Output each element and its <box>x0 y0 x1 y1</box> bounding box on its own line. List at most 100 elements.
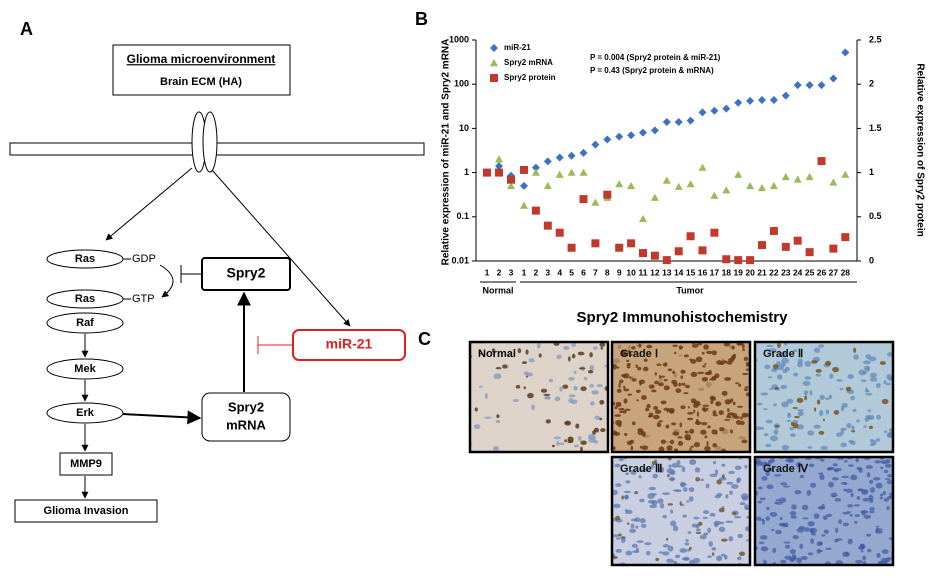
nucleus <box>884 463 892 468</box>
nucleus <box>662 492 671 496</box>
y-axis-label: Relative expression of miR-21 and Spry2 … <box>441 39 452 266</box>
environment-title: Glioma microenvironment <box>127 52 276 66</box>
nucleus <box>867 548 872 553</box>
stain <box>695 418 699 424</box>
nucleus <box>714 495 721 499</box>
nucleus <box>850 440 856 446</box>
point <box>520 201 528 209</box>
panel-label: A <box>20 19 33 39</box>
stain <box>564 439 568 443</box>
nucleus <box>493 373 502 380</box>
group-label: Tumor <box>676 285 704 295</box>
nucleus <box>840 427 847 431</box>
node-label: Spry2 <box>228 399 264 414</box>
ihc-title: Spry2 Immunohistochemistry <box>577 309 789 326</box>
stain <box>502 364 508 369</box>
stain <box>543 393 551 397</box>
nucleus <box>797 408 804 412</box>
stain <box>815 368 822 373</box>
nucleus <box>713 460 717 465</box>
panel-label: C <box>418 329 431 349</box>
nucleus <box>786 419 792 422</box>
stain <box>740 420 745 426</box>
nucleus <box>676 460 681 465</box>
stain <box>724 377 732 381</box>
stain <box>688 546 692 550</box>
nucleus <box>756 402 763 406</box>
nucleus <box>815 373 822 377</box>
receptor <box>202 111 218 173</box>
point <box>781 91 790 100</box>
stain <box>668 407 675 414</box>
point <box>722 186 731 194</box>
nucleus <box>674 554 681 559</box>
x-tick-label: 11 <box>639 267 648 277</box>
stain <box>716 479 722 485</box>
ihc-label: Normal <box>478 348 516 360</box>
point <box>543 221 552 230</box>
stain <box>474 407 478 412</box>
ihc-label: Grade Ⅳ <box>763 463 809 475</box>
stain <box>720 538 728 542</box>
nucleus <box>686 500 690 503</box>
stain <box>637 428 644 432</box>
point <box>841 233 850 242</box>
stain <box>879 361 887 365</box>
nucleus <box>702 516 708 520</box>
environment-box <box>112 44 291 96</box>
nucleus <box>668 464 672 468</box>
nucleus <box>662 551 670 556</box>
x-tick-label: 27 <box>829 267 839 277</box>
stain <box>813 407 817 412</box>
stain <box>658 420 663 423</box>
stain <box>600 428 606 433</box>
point <box>495 168 503 177</box>
stain <box>621 495 624 500</box>
stain <box>707 425 711 429</box>
nucleus <box>860 379 867 383</box>
stain <box>622 409 627 414</box>
stain <box>616 366 620 369</box>
nucleus <box>729 490 733 495</box>
point <box>722 104 731 113</box>
nucleus <box>861 510 866 516</box>
nucleus <box>728 536 734 542</box>
nucleus <box>866 533 871 537</box>
stain <box>735 382 740 385</box>
point <box>829 74 838 83</box>
nucleus <box>672 525 679 532</box>
panel-label: B <box>415 9 428 29</box>
stain <box>701 407 706 411</box>
nucleus <box>807 552 814 556</box>
nucleus <box>769 511 778 517</box>
node-spry2-mrna <box>201 392 291 442</box>
nucleus <box>789 548 796 555</box>
point <box>817 157 826 166</box>
ihc-label: Grade Ⅱ <box>763 348 803 360</box>
stain <box>851 430 856 433</box>
stain <box>621 373 627 378</box>
nucleus <box>850 395 855 401</box>
stain <box>672 431 680 436</box>
nucleus <box>794 489 802 495</box>
nucleus <box>839 387 844 391</box>
nucleus <box>755 426 762 431</box>
point <box>769 226 778 235</box>
nucleus <box>737 533 743 539</box>
point <box>793 175 802 183</box>
ihc-image <box>612 457 750 565</box>
nucleus <box>644 542 652 546</box>
y2-tick-label: 1 <box>869 167 874 177</box>
nucleus <box>847 464 854 467</box>
stain <box>627 393 633 396</box>
stain <box>651 460 658 466</box>
point <box>686 232 695 241</box>
nucleus <box>851 425 855 431</box>
nucleus <box>781 401 789 408</box>
stain <box>690 371 698 378</box>
point <box>698 108 707 117</box>
nucleus <box>869 372 877 379</box>
x-tick-label: 14 <box>674 267 684 277</box>
stain <box>680 405 686 410</box>
nucleus <box>573 385 578 391</box>
